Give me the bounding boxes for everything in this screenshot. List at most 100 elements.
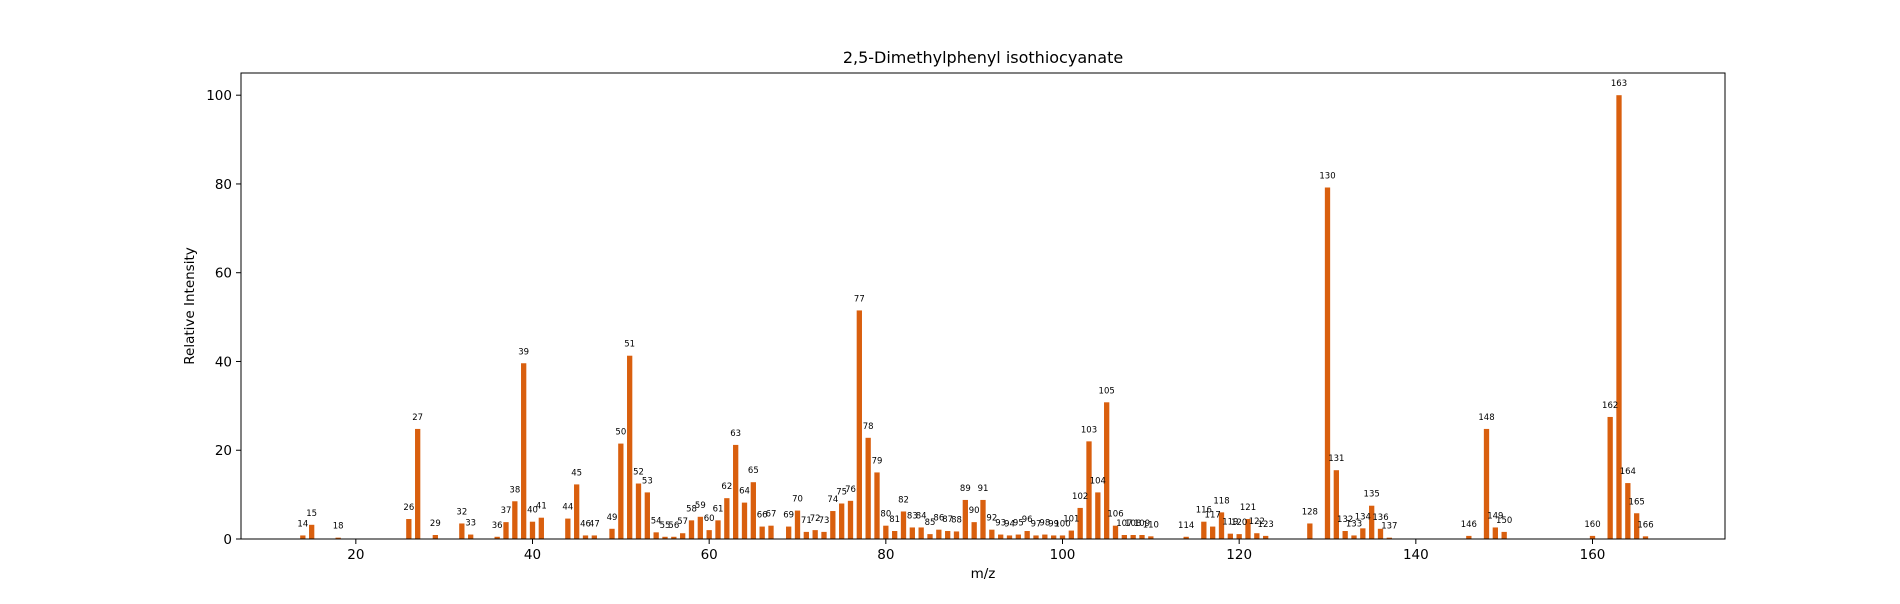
peak-label-80: 80 xyxy=(880,510,891,520)
peak-label-85: 85 xyxy=(925,518,936,528)
x-tick-label: 100 xyxy=(1050,547,1076,563)
bar-group xyxy=(300,95,1649,539)
peak-label-52: 52 xyxy=(633,468,644,478)
peak-label-105: 105 xyxy=(1099,386,1115,396)
peak-label-128: 128 xyxy=(1302,507,1318,517)
peak-bar-33 xyxy=(468,534,474,539)
peak-bar-119 xyxy=(1227,533,1233,539)
peak-bar-163 xyxy=(1616,95,1622,539)
peak-label-75: 75 xyxy=(836,487,847,497)
peak-bar-88 xyxy=(953,531,960,539)
peak-bar-32 xyxy=(459,523,465,539)
peak-bar-116 xyxy=(1201,521,1207,539)
peak-label-135: 135 xyxy=(1364,490,1380,500)
peak-bar-75 xyxy=(839,503,845,539)
peak-label-163: 163 xyxy=(1611,79,1627,89)
peak-bar-133 xyxy=(1351,535,1357,539)
peak-bar-123 xyxy=(1263,535,1269,539)
y-tick-label: 80 xyxy=(215,177,232,193)
y-axis-ticks: 0 20 40 60 80 100 xyxy=(206,88,241,548)
peak-label-79: 79 xyxy=(872,456,883,466)
peak-label-110: 110 xyxy=(1143,520,1159,530)
peak-label-109: 109 xyxy=(1134,519,1150,529)
peak-bar-76 xyxy=(847,500,854,539)
peak-label-70: 70 xyxy=(792,495,803,505)
peak-bar-39 xyxy=(521,363,527,539)
peak-label-90: 90 xyxy=(969,506,980,516)
peak-bar-164 xyxy=(1625,483,1631,539)
peak-bar-121 xyxy=(1245,519,1251,539)
peak-label-38: 38 xyxy=(509,485,520,495)
x-tick-label: 20 xyxy=(347,547,364,563)
peak-label-76: 76 xyxy=(845,485,856,495)
peak-label-164: 164 xyxy=(1620,467,1636,477)
peak-bar-90 xyxy=(971,522,977,539)
x-axis-label: m/z xyxy=(971,566,996,582)
peak-bar-62 xyxy=(724,498,730,539)
peak-bar-137 xyxy=(1386,537,1392,539)
peak-label-67: 67 xyxy=(766,510,777,520)
y-tick-label: 100 xyxy=(206,88,232,104)
peak-label-39: 39 xyxy=(518,347,529,357)
peak-label-37: 37 xyxy=(501,506,512,516)
peak-bar-36 xyxy=(494,536,500,539)
peak-bar-89 xyxy=(962,499,968,539)
peak-label-120: 120 xyxy=(1231,518,1247,528)
peak-bar-67 xyxy=(768,525,774,539)
peak-label-32: 32 xyxy=(456,507,467,517)
plot-area-frame xyxy=(240,72,1726,540)
peak-bar-148 xyxy=(1483,428,1490,539)
peak-bar-131 xyxy=(1333,470,1339,539)
peak-label-137: 137 xyxy=(1381,522,1397,532)
peak-label-26: 26 xyxy=(403,503,414,513)
x-tick-label: 140 xyxy=(1403,547,1429,563)
peak-label-107: 107 xyxy=(1116,519,1132,529)
peak-bar-91 xyxy=(980,499,986,539)
x-tick-label: 40 xyxy=(524,547,541,563)
peak-label-71: 71 xyxy=(801,516,812,526)
peak-label-130: 130 xyxy=(1319,172,1335,182)
peak-bar-87 xyxy=(945,531,951,539)
peak-bar-100 xyxy=(1059,535,1066,539)
peak-label-73: 73 xyxy=(819,516,830,526)
x-tick-label: 120 xyxy=(1226,547,1252,563)
peak-bar-83 xyxy=(909,527,915,539)
peak-label-89: 89 xyxy=(960,484,971,494)
peak-bar-110 xyxy=(1148,536,1154,539)
peak-label-100: 100 xyxy=(1054,519,1070,529)
peak-bar-134 xyxy=(1360,528,1366,539)
peak-bar-149 xyxy=(1492,527,1498,539)
x-axis-ticks: 20 40 60 80 100 120 140 160 xyxy=(347,539,1605,563)
peak-label-29: 29 xyxy=(430,519,441,529)
peak-bar-94 xyxy=(1006,535,1013,539)
peak-bar-52 xyxy=(635,483,642,539)
peak-label-132: 132 xyxy=(1337,515,1353,525)
peak-label-49: 49 xyxy=(607,513,618,523)
peak-bar-105 xyxy=(1104,402,1110,539)
peak-bar-60 xyxy=(706,530,712,539)
peak-bar-102 xyxy=(1077,507,1083,539)
peak-bar-130 xyxy=(1324,187,1331,539)
peak-bar-109 xyxy=(1139,535,1145,539)
peak-label-95: 95 xyxy=(1013,519,1024,529)
peak-label-162: 162 xyxy=(1602,401,1618,411)
peak-label-46: 46 xyxy=(580,519,591,529)
peak-bar-93 xyxy=(998,534,1004,539)
peak-bar-103 xyxy=(1086,441,1092,539)
peak-label-148: 148 xyxy=(1478,413,1494,423)
peak-label-45: 45 xyxy=(571,468,582,478)
peak-label-103: 103 xyxy=(1081,425,1097,435)
peak-label-82: 82 xyxy=(898,495,909,505)
peak-label-15: 15 xyxy=(306,509,317,519)
peak-bar-136 xyxy=(1377,528,1384,539)
peak-bar-108 xyxy=(1130,535,1136,539)
x-tick-label: 160 xyxy=(1580,547,1606,563)
peak-bar-53 xyxy=(644,492,650,539)
peak-label-149: 149 xyxy=(1487,511,1503,521)
peak-label-117: 117 xyxy=(1205,511,1221,521)
peak-bar-128 xyxy=(1307,523,1313,539)
peak-bar-51 xyxy=(627,355,633,539)
peak-label-78: 78 xyxy=(863,422,874,432)
peak-bar-79 xyxy=(874,472,880,539)
